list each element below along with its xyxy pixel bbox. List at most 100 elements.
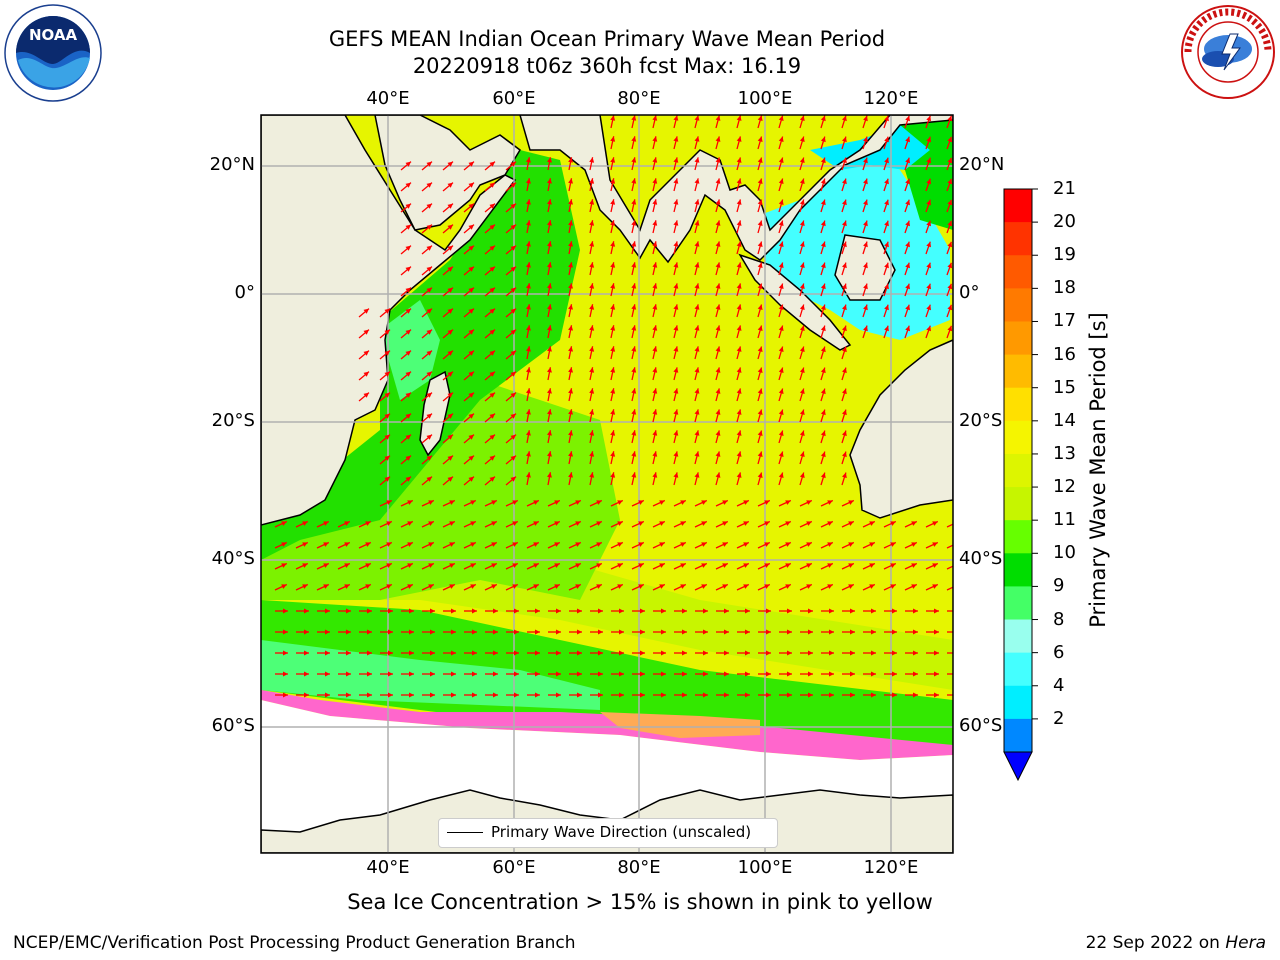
direction-arrowhead (535, 629, 540, 635)
direction-arrowhead (652, 388, 658, 394)
colorbar-segment (1004, 718, 1032, 753)
sea-ice-note: Sea Ice Concentration > 15% is shown in … (347, 890, 933, 914)
direction-arrowhead (554, 521, 560, 526)
direction-arrowhead (736, 304, 742, 310)
direction-arrowhead (715, 409, 721, 415)
direction-arrowhead (934, 629, 939, 635)
direction-arrowhead (820, 325, 826, 332)
direction-arrowhead (638, 584, 644, 589)
direction-arrowhead (526, 178, 531, 184)
direction-arrowhead (871, 692, 876, 698)
direction-arrowhead (743, 500, 749, 505)
direction-arrowhead (547, 472, 552, 478)
direction-arrowhead (913, 692, 918, 698)
direction-arrowhead (680, 521, 686, 526)
colorbar-segment (1004, 520, 1032, 554)
direction-arrowhead (722, 563, 728, 568)
direction-arrowhead (778, 451, 784, 457)
direction-arrowhead (554, 542, 560, 547)
direction-arrowhead (701, 500, 707, 505)
direction-arrowhead (449, 500, 455, 505)
direction-arrowhead (365, 521, 371, 526)
lat-label: 60°S (211, 715, 255, 736)
direction-arrowhead (405, 203, 411, 209)
direction-arrowhead (745, 692, 750, 698)
direction-arrowhead (736, 262, 742, 268)
land-india (519, 115, 953, 264)
direction-arrowhead (596, 521, 602, 526)
direction-arrowhead (384, 476, 390, 482)
direction-arrowhead (489, 371, 495, 377)
direction-arrowhead (405, 287, 411, 293)
direction-arrowhead (694, 388, 700, 394)
colorbar-title: Primary Wave Mean Period [s] (1086, 312, 1110, 628)
direction-arrowhead (598, 629, 603, 635)
direction-arrowhead (736, 178, 742, 184)
direction-arrowhead (610, 178, 616, 184)
direction-arrowhead (554, 500, 560, 505)
direction-arrowhead (799, 346, 805, 352)
direction-arrowhead (568, 241, 573, 247)
lon-label: 120°E (863, 88, 919, 109)
direction-arrowhead (568, 262, 573, 268)
direction-arrowhead (447, 224, 453, 230)
direction-arrowhead (547, 220, 552, 226)
direction-arrowhead (694, 451, 700, 457)
direction-arrowhead (365, 563, 371, 568)
direction-arrowhead (673, 241, 679, 247)
direction-arrowhead (325, 629, 330, 635)
direction-arrowhead (426, 182, 432, 188)
direction-arrowhead (610, 430, 616, 436)
direction-arrowhead (405, 413, 411, 419)
direction-arrowhead (556, 650, 561, 656)
lon-label: 40°E (366, 857, 410, 878)
direction-arrowhead (934, 608, 939, 614)
direction-arrowhead (281, 563, 287, 568)
direction-arrowhead (682, 692, 687, 698)
direction-arrowhead (430, 671, 435, 677)
colorbar-tick-label: 2 (1053, 707, 1065, 729)
direction-arrowhead (913, 629, 918, 635)
direction-arrowhead (778, 220, 784, 226)
direction-arrowhead (694, 325, 700, 331)
direction-arrowhead (384, 308, 390, 314)
direction-arrowhead (842, 367, 847, 374)
direction-arrowhead (745, 650, 750, 656)
direction-arrowhead (430, 608, 435, 614)
direction-arrowhead (884, 136, 889, 143)
direction-arrowhead (892, 629, 897, 635)
direction-arrowhead (533, 584, 539, 589)
direction-arrowhead (447, 371, 453, 377)
direction-arrowhead (568, 430, 573, 436)
direction-arrowhead (367, 608, 372, 614)
direction-arrowhead (619, 692, 624, 698)
colorbar-tick-label: 6 (1053, 641, 1065, 663)
direction-arrowhead (346, 671, 351, 677)
direction-arrowhead (556, 629, 561, 635)
direction-arrowhead (281, 584, 287, 589)
direction-arrowhead (617, 542, 623, 547)
direction-arrowhead (682, 629, 687, 635)
direction-arrowhead (426, 161, 432, 167)
direction-arrowhead (926, 136, 931, 143)
direction-arrowhead (323, 563, 329, 568)
direction-arrowhead (884, 157, 889, 164)
direction-arrowhead (468, 161, 474, 167)
direction-arrowhead (489, 413, 495, 419)
direction-arrowhead (363, 308, 369, 314)
direction-arrowhead (703, 671, 708, 677)
colorbar-tick-label: 15 (1053, 376, 1076, 398)
direction-arrowhead (363, 392, 369, 398)
direction-arrowhead (842, 157, 847, 164)
direction-arrowhead (736, 220, 742, 226)
direction-arrowhead (388, 629, 393, 635)
direction-arrowhead (652, 451, 658, 457)
direction-arrowhead (820, 451, 826, 458)
direction-arrowhead (884, 241, 889, 248)
direction-arrowhead (547, 199, 552, 205)
direction-arrowhead (468, 203, 474, 209)
direction-arrowhead (926, 157, 931, 164)
direction-arrowhead (680, 500, 686, 505)
direction-arrowhead (407, 542, 413, 547)
direction-arrowhead (757, 451, 763, 457)
